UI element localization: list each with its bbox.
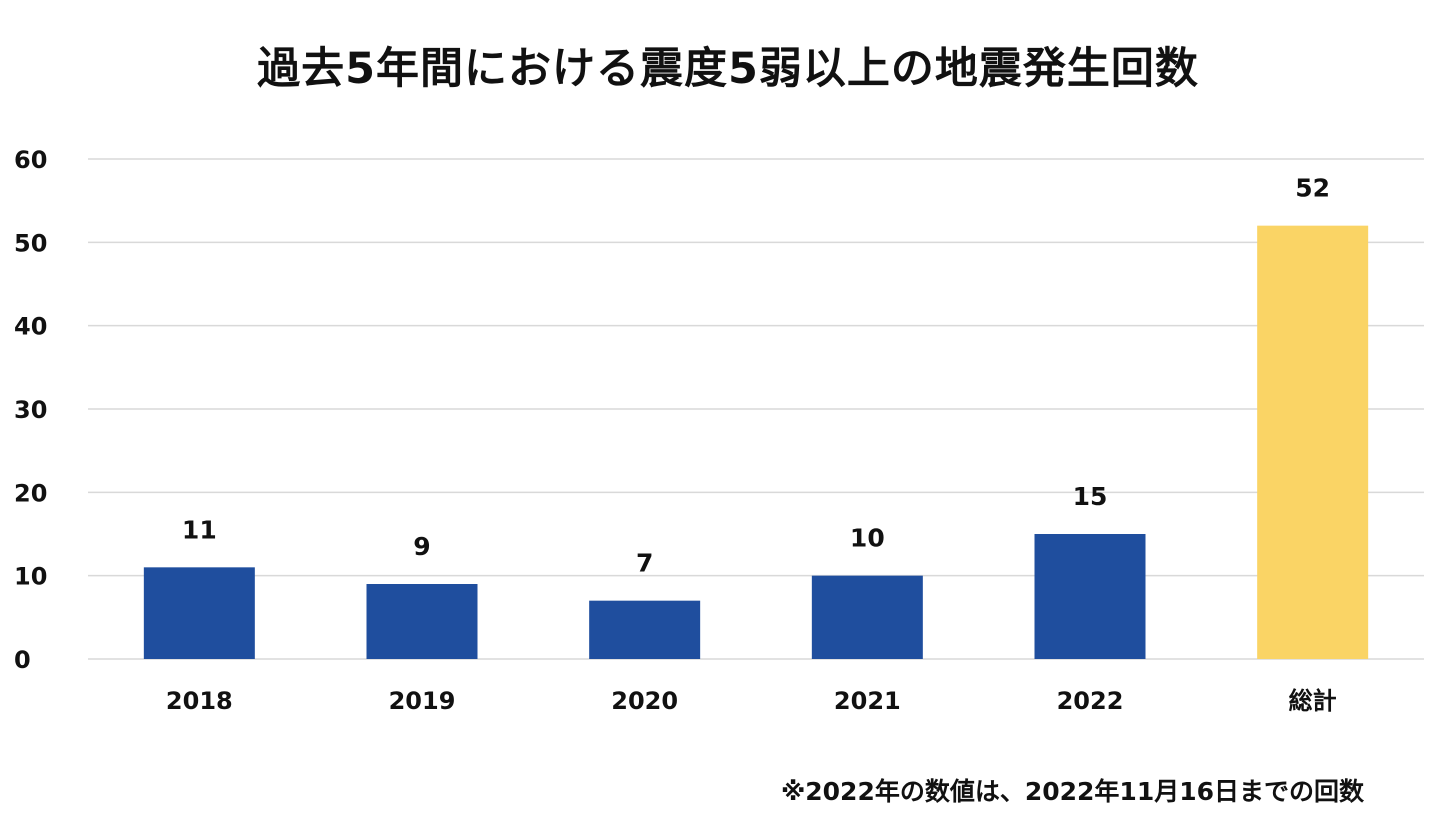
data-label: 9 bbox=[413, 532, 430, 561]
y-tick-label: 40 bbox=[14, 313, 47, 341]
x-tick-label: 2021 bbox=[834, 687, 901, 715]
data-labels: 11 9 7 10 15 52 bbox=[182, 174, 1330, 578]
data-label: 11 bbox=[182, 515, 217, 544]
x-tick-label: 2020 bbox=[611, 687, 678, 715]
bar bbox=[811, 575, 923, 659]
bars bbox=[143, 225, 1369, 659]
y-tick-label: 50 bbox=[14, 229, 47, 257]
data-label: 52 bbox=[1295, 174, 1330, 203]
data-label: 7 bbox=[636, 549, 653, 578]
bar bbox=[143, 567, 255, 659]
x-tick-label: 2018 bbox=[166, 687, 233, 715]
bar bbox=[1257, 225, 1369, 659]
gridlines bbox=[88, 158, 1424, 660]
y-tick-label: 20 bbox=[14, 479, 47, 507]
footnote: ※2022年の数値は、2022年11月16日までの回数 bbox=[780, 777, 1364, 806]
y-tick-label: 30 bbox=[14, 396, 47, 424]
y-tick-label: 0 bbox=[14, 646, 31, 674]
y-axis-ticks: 0 10 20 30 40 50 60 bbox=[14, 146, 47, 674]
y-tick-label: 10 bbox=[14, 563, 47, 591]
x-tick-label: 2022 bbox=[1057, 687, 1124, 715]
y-tick-label: 60 bbox=[14, 146, 47, 174]
bar bbox=[366, 584, 478, 659]
bar bbox=[589, 600, 701, 659]
chart-title: 過去5年間における震度5弱以上の地震発生回数 bbox=[257, 44, 1199, 94]
bar bbox=[1034, 534, 1146, 659]
x-axis-ticks: 2018 2019 2020 2021 2022 総計 bbox=[166, 687, 1337, 715]
x-tick-label: 総計 bbox=[1289, 687, 1337, 715]
data-label: 15 bbox=[1073, 482, 1108, 511]
x-tick-label: 2019 bbox=[389, 687, 456, 715]
data-label: 10 bbox=[850, 524, 885, 553]
